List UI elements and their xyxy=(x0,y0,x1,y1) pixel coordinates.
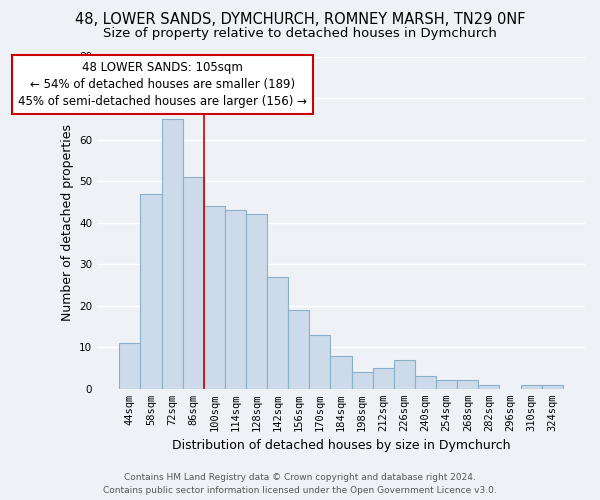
Text: Size of property relative to detached houses in Dymchurch: Size of property relative to detached ho… xyxy=(103,28,497,40)
Bar xyxy=(352,372,373,389)
Bar xyxy=(394,360,415,389)
Bar xyxy=(373,368,394,389)
Bar xyxy=(119,343,140,389)
Bar xyxy=(521,384,542,389)
Text: 48 LOWER SANDS: 105sqm
← 54% of detached houses are smaller (189)
45% of semi-de: 48 LOWER SANDS: 105sqm ← 54% of detached… xyxy=(18,60,307,108)
Bar xyxy=(225,210,246,389)
Bar xyxy=(246,214,267,389)
Bar xyxy=(182,177,204,389)
Bar xyxy=(331,356,352,389)
Bar xyxy=(204,206,225,389)
Bar xyxy=(457,380,478,389)
X-axis label: Distribution of detached houses by size in Dymchurch: Distribution of detached houses by size … xyxy=(172,440,510,452)
Bar xyxy=(542,384,563,389)
Bar xyxy=(140,194,161,389)
Bar xyxy=(436,380,457,389)
Bar xyxy=(478,384,499,389)
Bar xyxy=(161,119,182,389)
Text: Contains HM Land Registry data © Crown copyright and database right 2024.
Contai: Contains HM Land Registry data © Crown c… xyxy=(103,473,497,495)
Y-axis label: Number of detached properties: Number of detached properties xyxy=(61,124,74,321)
Bar xyxy=(288,310,310,389)
Bar xyxy=(267,276,288,389)
Text: 48, LOWER SANDS, DYMCHURCH, ROMNEY MARSH, TN29 0NF: 48, LOWER SANDS, DYMCHURCH, ROMNEY MARSH… xyxy=(75,12,525,28)
Bar xyxy=(415,376,436,389)
Bar xyxy=(310,335,331,389)
